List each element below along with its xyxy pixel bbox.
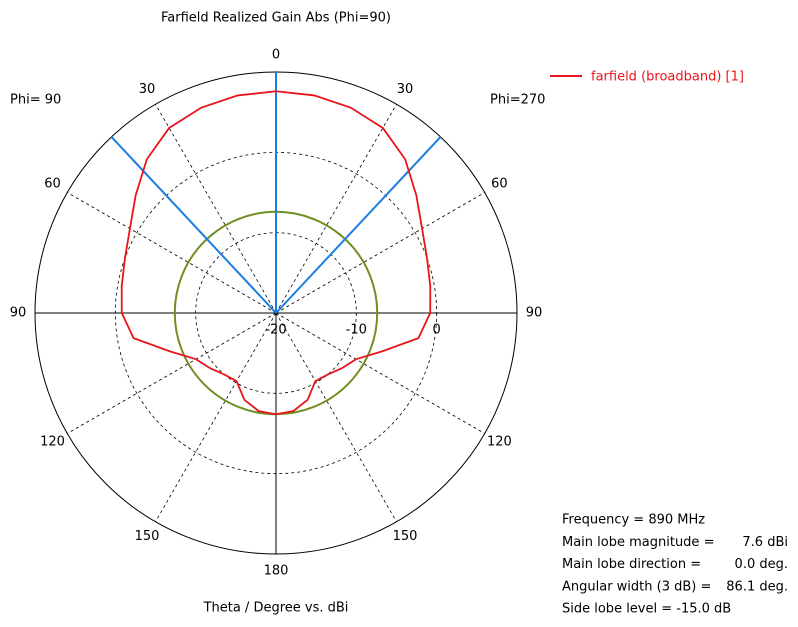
grid-spoke xyxy=(275,192,485,314)
grid-spoke xyxy=(155,104,277,314)
theta-tick-label: 30 xyxy=(139,82,156,97)
axis-label: Theta / Degree vs. dBi xyxy=(203,601,349,616)
info-label: Angular width (3 dB) = xyxy=(562,579,711,594)
grid-spoke xyxy=(67,312,277,434)
series-line xyxy=(120,90,432,416)
grid-spoke xyxy=(155,312,277,522)
theta-tick-label: 30 xyxy=(397,82,414,97)
r-tick-label: -10 xyxy=(346,323,367,338)
info-label: Side lobe level = -15.0 dB xyxy=(562,602,731,617)
left-label: Phi= 90 xyxy=(10,93,61,108)
r-tick-label: 0 xyxy=(433,323,441,338)
info-value: 7.6 dBi xyxy=(742,535,788,550)
grid-spoke xyxy=(275,312,485,434)
info-label: Frequency = 890 MHz xyxy=(562,513,705,528)
legend-label: farfield (broadband) [1] xyxy=(591,70,744,85)
theta-tick-label: 60 xyxy=(491,177,508,192)
theta-tick-label: 120 xyxy=(40,435,65,450)
theta-tick-label: 150 xyxy=(393,529,418,544)
theta-tick-label: 150 xyxy=(135,529,160,544)
theta-tick-label: 90 xyxy=(526,306,543,321)
theta-tick-label: 0 xyxy=(272,48,280,63)
theta-tick-label: 60 xyxy=(44,177,61,192)
right-label: Phi=270 xyxy=(490,93,545,108)
grid-spoke xyxy=(275,104,397,314)
theta-tick-label: 180 xyxy=(264,564,289,579)
info-value: 86.1 deg. xyxy=(726,579,788,594)
theta-tick-label: 90 xyxy=(10,306,27,321)
info-value: 0.0 deg. xyxy=(735,557,788,572)
info-label: Main lobe magnitude = xyxy=(562,535,714,550)
chart-title: Farfield Realized Gain Abs (Phi=90) xyxy=(161,11,391,26)
info-label: Main lobe direction = xyxy=(562,557,701,572)
grid-spoke xyxy=(275,312,397,522)
grid-spoke xyxy=(67,192,277,314)
beam-line xyxy=(275,136,442,314)
theta-tick-label: 120 xyxy=(487,435,512,450)
beam-line xyxy=(110,136,277,314)
